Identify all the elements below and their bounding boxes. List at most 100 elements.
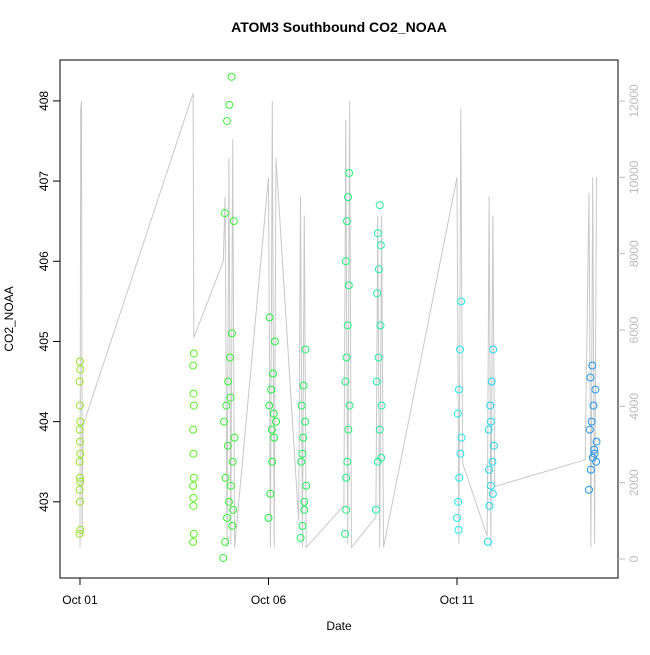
point [297,401,306,410]
point [344,425,353,434]
point [592,437,601,446]
point [590,445,599,454]
point [189,401,198,410]
point [341,377,350,386]
point [586,465,595,474]
point [75,529,84,538]
point [376,241,385,250]
point [224,497,233,506]
point [75,437,84,446]
point [189,481,198,490]
point [454,497,463,506]
point [267,425,276,434]
point [220,417,229,426]
x-axis-label: Date [326,619,352,633]
point [456,449,465,458]
point [376,321,385,330]
point [297,457,306,466]
point [373,229,382,238]
point [298,521,307,530]
point [296,533,305,542]
point [488,489,497,498]
point [300,505,309,514]
point [485,501,494,510]
point [375,201,384,210]
point [225,100,234,109]
point [345,401,354,410]
point [487,377,496,386]
point [457,297,466,306]
point [457,433,466,442]
y2-tick-label: 4000 [627,393,641,420]
point [226,393,235,402]
point [269,409,278,418]
point [75,401,84,410]
point [341,529,350,538]
point [264,513,273,522]
y-tick-label: 407 [37,171,51,191]
point [488,457,497,466]
x-tick-label: Oct 06 [251,593,287,607]
point [75,377,84,386]
point [189,529,198,538]
point [302,481,311,490]
x-tick-label: Oct 01 [62,593,98,607]
point [300,497,309,506]
point [221,473,230,482]
point [230,433,239,442]
point [371,505,380,514]
point [76,417,85,426]
y-tick-label: 403 [37,491,51,511]
point [189,501,198,510]
point [484,425,493,434]
point [489,441,498,450]
point [377,401,386,410]
point [228,521,237,530]
point [76,477,85,486]
y-tick-label: 406 [37,251,51,271]
point [76,365,85,374]
point [489,345,498,354]
point [377,453,386,462]
point [453,513,462,522]
point [585,425,594,434]
point [588,361,597,370]
point [189,449,198,458]
point [270,433,279,442]
point [342,353,351,362]
point [228,457,237,466]
point [219,553,228,562]
point [454,525,463,534]
point [375,425,384,434]
point [265,313,274,322]
point [75,457,84,466]
y2-tick-label: 10000 [627,160,641,194]
chart-title: ATOM3 Southbound CO2_NOAA [231,19,447,35]
point [222,401,231,410]
point [189,425,198,434]
point [189,537,198,546]
point [223,116,232,125]
y2-tick-label: 2000 [627,469,641,496]
point [456,345,465,354]
point [344,193,353,202]
point [301,345,310,354]
point [589,401,598,410]
point [341,257,350,266]
point [374,353,383,362]
point [75,485,84,494]
point [343,457,352,466]
point [453,409,462,418]
point [298,449,307,458]
point [267,385,276,394]
point [301,417,310,426]
point [486,417,495,426]
point [189,473,198,482]
point [76,525,85,534]
point [75,357,84,366]
point [454,385,463,394]
point [455,473,464,482]
point [226,353,235,362]
